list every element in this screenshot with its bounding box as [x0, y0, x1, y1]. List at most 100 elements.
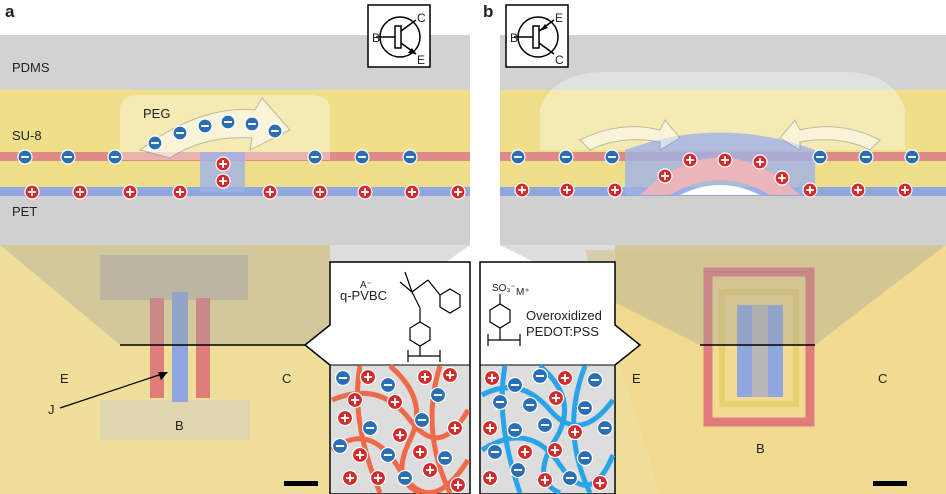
- counter-ion: A⁻: [360, 280, 372, 291]
- anion: [491, 393, 509, 411]
- cation: [122, 184, 138, 200]
- cation: [386, 393, 404, 411]
- anion: [396, 469, 414, 487]
- cation: [441, 366, 459, 384]
- npn-symbol: B C E: [367, 4, 431, 68]
- anion: [60, 149, 76, 165]
- anion: [413, 411, 431, 429]
- pet-layer: [0, 196, 470, 245]
- cation: [312, 184, 328, 200]
- anion: [521, 396, 539, 414]
- cation: [351, 446, 369, 464]
- cation: [752, 154, 768, 170]
- cation: [547, 389, 565, 407]
- terminal-label: J: [48, 402, 55, 417]
- counter-ion: M⁺: [516, 287, 530, 298]
- cation: [346, 391, 364, 409]
- cation: [516, 443, 534, 461]
- anion: [558, 149, 574, 165]
- cation: [774, 170, 790, 186]
- cation: [449, 476, 467, 494]
- terminal-label: B: [756, 441, 765, 456]
- anion: [429, 386, 447, 404]
- symbol-label: E: [417, 53, 425, 67]
- cation: [850, 182, 866, 198]
- anion: [506, 421, 524, 439]
- terminal-label: E: [632, 371, 641, 386]
- pointer-head: [158, 372, 168, 380]
- symbol-label: B: [372, 31, 380, 45]
- polymer-name: Overoxidized: [526, 308, 602, 323]
- cation: [421, 461, 439, 479]
- ion-flow-arrow: [138, 97, 291, 159]
- anion: [904, 149, 920, 165]
- ion-flow-arrow: [579, 119, 681, 151]
- cation: [404, 184, 420, 200]
- anion: [858, 149, 874, 165]
- anion: [486, 443, 504, 461]
- cation: [262, 184, 278, 200]
- anion: [17, 149, 33, 165]
- anion: [436, 449, 454, 467]
- anion: [267, 123, 283, 139]
- symbol-label: C: [555, 53, 564, 67]
- terminal-label: C: [878, 371, 887, 386]
- layer-label: PEG: [143, 106, 170, 121]
- polymer-name: PEDOT:PSS: [526, 324, 599, 339]
- cation: [556, 369, 574, 387]
- cation: [682, 152, 698, 168]
- terminal-label: C: [282, 371, 291, 386]
- cation: [341, 469, 359, 487]
- cation: [391, 426, 409, 444]
- anion: [197, 118, 213, 134]
- pointer: [59, 372, 166, 409]
- collector-b: [752, 305, 768, 397]
- pvbc-structure: [399, 271, 461, 362]
- cation: [481, 419, 499, 437]
- functional-group: SO₃⁻: [492, 283, 516, 294]
- cation: [481, 469, 499, 487]
- ion-flow-arrow: [779, 119, 881, 151]
- symbol-label: C: [417, 11, 426, 25]
- cation: [897, 182, 913, 198]
- cation: [411, 443, 429, 461]
- polymer-name: q-PVBC: [340, 288, 387, 303]
- su8-frame: [719, 289, 799, 407]
- anion: [220, 114, 236, 130]
- anion: [604, 149, 620, 165]
- anion: [172, 125, 188, 141]
- anion: [402, 149, 418, 165]
- cation: [172, 184, 188, 200]
- anion: [536, 416, 554, 434]
- anion: [596, 419, 614, 437]
- cation: [536, 471, 554, 489]
- scale-bar: [873, 481, 907, 486]
- anion: [586, 371, 604, 389]
- cation: [446, 419, 464, 437]
- anion: [576, 449, 594, 467]
- cation: [559, 182, 575, 198]
- cation: [215, 173, 231, 189]
- cation: [24, 184, 40, 200]
- anion: [354, 149, 370, 165]
- panel-label: b: [483, 2, 493, 21]
- anion: [509, 461, 527, 479]
- anion: [147, 135, 163, 151]
- terminal-label: B: [175, 418, 184, 433]
- symbol-label: E: [555, 11, 563, 25]
- terminal-label: E: [60, 371, 69, 386]
- cation: [546, 441, 564, 459]
- cation: [607, 182, 623, 198]
- anion: [531, 367, 549, 385]
- anion: [506, 376, 524, 394]
- base-strip-b: [737, 305, 752, 397]
- anion: [307, 149, 323, 165]
- layer-label: SU-8: [12, 128, 42, 143]
- cation: [416, 368, 434, 386]
- anion: [510, 149, 526, 165]
- pnp-symbol: B E C: [505, 4, 569, 68]
- cation: [802, 182, 818, 198]
- scale-bar: [284, 481, 318, 486]
- anion: [361, 419, 379, 437]
